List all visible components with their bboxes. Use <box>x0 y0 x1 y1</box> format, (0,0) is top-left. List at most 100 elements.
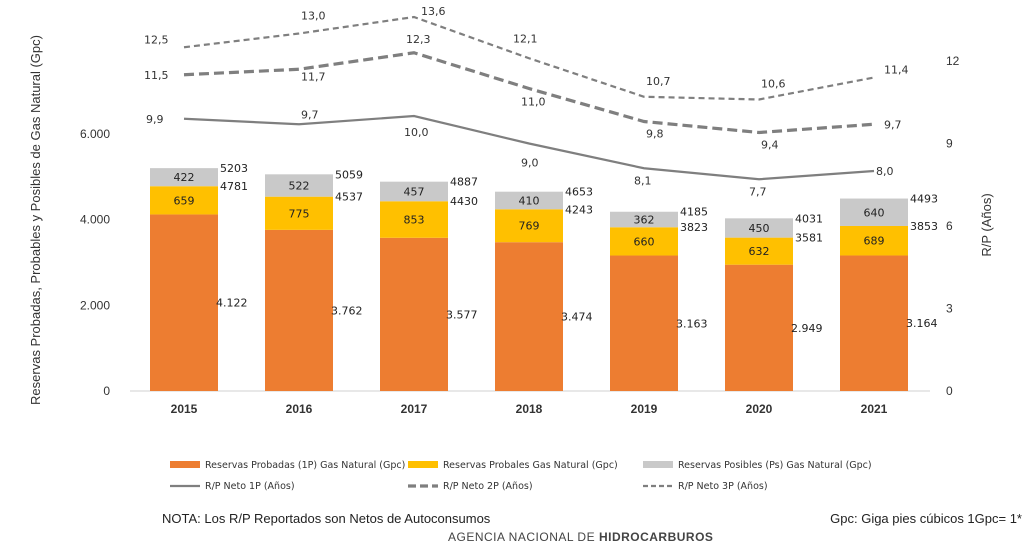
rp-point-label: 9,9 <box>146 113 164 126</box>
label-possible-value: 422 <box>174 171 195 184</box>
rp-point-label: 13,6 <box>421 5 446 18</box>
rp-lines <box>183 15 875 181</box>
bar-segment <box>840 255 908 391</box>
note-gpc-unit: Gpc: Giga pies cúbicos 1Gpc= 1* <box>830 511 1022 526</box>
label-possible-value: 640 <box>864 206 885 219</box>
x-tick-label: 2016 <box>286 402 313 416</box>
legend: Reservas Probadas (1P) Gas Natural (Gpc)… <box>170 460 872 492</box>
bars <box>150 168 908 391</box>
label-possible-value: 450 <box>749 222 770 235</box>
y-right-tick-label: 3 <box>946 302 953 316</box>
bar-segment <box>840 225 908 256</box>
label-2p-total: 4781 <box>220 180 248 193</box>
legend-swatch <box>643 461 673 468</box>
label-possible-value: 457 <box>404 185 425 198</box>
label-1p-value: 3.164 <box>906 317 938 330</box>
label-1p-value: 3.474 <box>561 311 593 324</box>
bar-segment <box>265 174 333 197</box>
label-3p-total: 4185 <box>680 206 708 219</box>
label-2p-total: 4537 <box>335 191 363 204</box>
rp-point-label: 8,0 <box>876 165 894 178</box>
rp-line-1p <box>183 114 875 181</box>
rp-point-label: 9,4 <box>761 139 779 152</box>
label-3p-total: 4031 <box>795 212 823 225</box>
label-1p-value: 4.122 <box>216 297 248 310</box>
bar-segment <box>725 218 793 238</box>
bar-segment <box>380 237 448 391</box>
label-2p-total: 4243 <box>565 203 593 216</box>
x-tick-label: 2017 <box>401 402 428 416</box>
legend-swatch <box>170 461 200 468</box>
rp-point-label: 7,7 <box>749 185 767 198</box>
note-autoconsumos: NOTA: Los R/P Reportados son Netos de Au… <box>162 511 491 526</box>
y-axis-right-title: R/P (Años) <box>979 193 994 256</box>
label-2p-total: 3823 <box>680 221 708 234</box>
x-tick-label: 2015 <box>171 402 198 416</box>
rp-point-label: 10,6 <box>761 78 786 91</box>
label-probable-value: 769 <box>519 220 540 233</box>
label-possible-value: 410 <box>519 194 540 207</box>
label-1p-value: 2.949 <box>791 322 823 335</box>
bar-segment <box>380 181 448 202</box>
legend-label: Reservas Probales Gas Natural (Gpc) <box>443 460 618 471</box>
legend-label: R/P Neto 1P (Años) <box>205 481 295 492</box>
label-3p-total: 5059 <box>335 168 363 181</box>
bar-segment <box>840 198 908 226</box>
bar-segment <box>610 227 678 256</box>
legend-label: Reservas Posibles (Ps) Gas Natural (Gpc) <box>678 460 872 471</box>
y-right-tick-label: 12 <box>946 54 960 68</box>
label-3p-total: 4653 <box>565 186 593 199</box>
bar-segment <box>150 186 218 215</box>
bar-segment <box>265 196 333 230</box>
label-probable-value: 660 <box>634 235 655 248</box>
rp-point-label: 11,5 <box>144 69 169 82</box>
x-tick-label: 2019 <box>631 402 658 416</box>
x-tick-label: 2021 <box>861 402 888 416</box>
rp-point-label: 11,7 <box>301 70 326 83</box>
y-right-tick-label: 0 <box>946 384 953 398</box>
rp-line-3p <box>183 15 875 101</box>
data-labels: 4.122 659 422 4781 5203 3.762 775 522 4537 5059 3.… <box>144 5 938 335</box>
bar-segment <box>150 214 218 391</box>
rp-point-label: 9,7 <box>884 118 902 131</box>
bar-segment <box>380 201 448 238</box>
legend-swatch <box>408 461 438 468</box>
label-2p-total: 4430 <box>450 195 478 208</box>
agency-prefix: AGENCIA NACIONAL DE <box>448 530 599 544</box>
rp-point-label: 10,7 <box>646 75 671 88</box>
agency-name: AGENCIA NACIONAL DE HIDROCARBUROS <box>448 530 713 544</box>
label-3p-total: 4887 <box>450 176 478 189</box>
label-possible-value: 522 <box>289 179 310 192</box>
x-tick-label: 2020 <box>746 402 773 416</box>
axes: 0 2.000 4.000 6.000 0 3 6 9 12 2015 2016 2017 2018 20… <box>80 54 960 416</box>
label-probable-value: 689 <box>864 235 885 248</box>
bar-segment <box>725 264 793 391</box>
bar-segment <box>725 237 793 265</box>
rp-point-label: 12,5 <box>144 33 169 46</box>
y-left-tick-label: 2.000 <box>80 298 110 312</box>
rp-point-label: 11,0 <box>521 96 546 109</box>
rp-point-label: 12,1 <box>513 32 538 45</box>
legend-label: Reservas Probadas (1P) Gas Natural (Gpc) <box>205 460 405 471</box>
label-probable-value: 775 <box>289 207 310 220</box>
label-probable-value: 659 <box>174 194 195 207</box>
y-axis-left-title: Reservas Probadas, Probables y Posibles … <box>28 35 43 405</box>
y-right-tick-label: 9 <box>946 137 953 151</box>
label-1p-value: 3.762 <box>331 304 363 317</box>
rp-point-label: 11,4 <box>884 64 909 77</box>
bar-segment <box>610 211 678 228</box>
rp-point-label: 9,8 <box>646 128 664 141</box>
label-3p-total: 4493 <box>910 193 938 206</box>
y-left-tick-label: 0 <box>103 384 110 398</box>
rp-point-label: 9,7 <box>301 108 319 121</box>
label-probable-value: 853 <box>404 214 425 227</box>
bar-segment <box>495 209 563 243</box>
rp-point-label: 8,1 <box>634 174 652 187</box>
agency-bold: HIDROCARBUROS <box>598 530 714 544</box>
bar-segment <box>150 168 218 187</box>
label-possible-value: 362 <box>634 213 655 226</box>
y-left-tick-label: 4.000 <box>80 213 110 227</box>
label-2p-total: 3853 <box>910 220 938 233</box>
label-probable-value: 632 <box>749 245 770 258</box>
